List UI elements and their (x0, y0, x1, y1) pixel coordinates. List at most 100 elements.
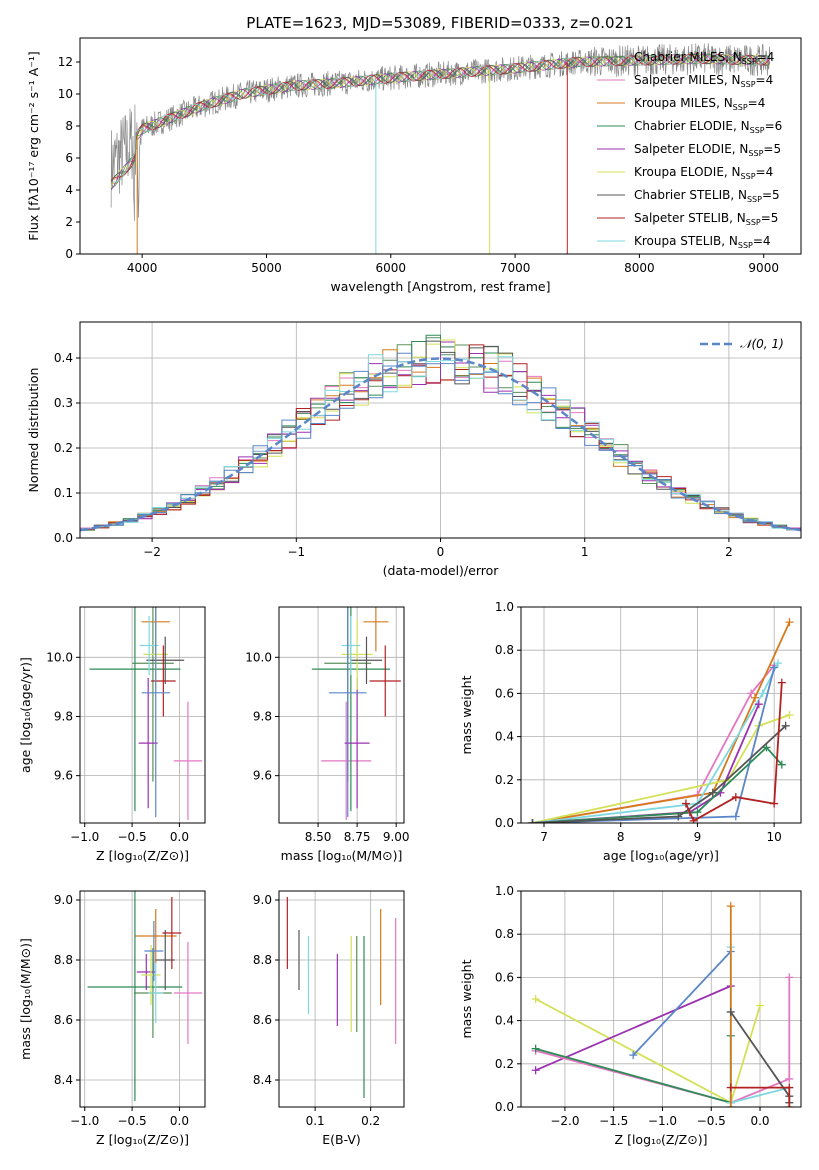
histogram-step (80, 354, 801, 531)
x-tick-label: −1.0 (648, 1114, 677, 1128)
legend-entry-name: Chabrier ELODIE (634, 119, 733, 133)
x-tick-label: 10 (767, 830, 782, 844)
weight-line (532, 664, 775, 823)
normal-curve (80, 357, 801, 532)
x-tick-label: 9000 (748, 261, 779, 275)
weight-marker (785, 1074, 794, 1083)
weight-marker (531, 995, 540, 1003)
legend-entry: Salpeter ELODIE, NSSP=5 (634, 142, 781, 158)
legend-entry-name: Chabrier STELIB (634, 188, 730, 202)
weight-marker (531, 1044, 540, 1053)
axes-age-weight: 7 8 9 10 0.0 0.2 0.4 0.6 0.8 1.0 age [log₁₀(age/yr… (459, 600, 802, 863)
x-axis-label: Z [log₁₀(Z/Z⊙)] (615, 1132, 708, 1147)
x-tick-label: 6000 (376, 261, 407, 275)
legend-entry-nssp: 4 (758, 96, 766, 110)
y-tick-label: 9.8 (54, 709, 73, 723)
y-tick-label: 0.0 (495, 1100, 514, 1114)
weight-line (632, 950, 732, 1056)
weight-line (532, 662, 779, 823)
y-tick-label: 8 (65, 119, 73, 133)
x-tick-label: 8000 (624, 261, 655, 275)
y-tick-label: 8.4 (54, 1073, 73, 1087)
weight-marker (758, 689, 767, 698)
weight-marker (693, 808, 702, 817)
x-tick-label: −1.0 (70, 1114, 99, 1128)
x-tick-label: −1.0 (70, 830, 99, 844)
axes-frame (278, 890, 405, 1108)
plot-layer: 4000 5000 6000 7000 8000 9000024681012wavelen… (18, 37, 802, 1147)
x-tick-label: 9.00 (383, 830, 410, 844)
legend-entry-name: Salpeter MILES (634, 73, 724, 87)
axes-z-age: −1.0 −0.5 0.0 9.6 9.8 10.0 Z [log₁₀(Z/Z⊙)] age … (18, 606, 206, 863)
y-tick-label: 0 (65, 247, 73, 261)
y-tick-label: 0.1 (54, 486, 73, 500)
axes-residuals: −2 −1 0 1 2 0.0 0.1 0.2 0.3 0.4 (data-model)/error… (26, 321, 802, 578)
y-tick-label: 8.6 (54, 1013, 73, 1027)
weight-marker (777, 760, 786, 769)
axes-frame (79, 37, 802, 255)
legend-entry-name: Kroupa MILES (634, 96, 716, 110)
y-axis-label: mass weight (459, 675, 474, 754)
x-tick-label: 7000 (500, 261, 531, 275)
y-tick-label: 9.0 (253, 893, 272, 907)
axes-frame (79, 890, 206, 1108)
plot-area (87, 891, 203, 1101)
weight-line (535, 985, 732, 1072)
y-axis-label: Normed distribution (26, 368, 41, 493)
weight-marker (785, 618, 794, 627)
legend-entry-nssp: 5 (772, 188, 780, 202)
plot-area (311, 607, 401, 821)
legend-entry: Chabrier ELODIE, NSSP=6 (634, 119, 782, 135)
weight-marker (531, 1066, 540, 1075)
weight-marker (726, 1007, 735, 1016)
legend-entry-name: Salpeter ELODIE (634, 142, 732, 156)
weight-marker (770, 663, 779, 672)
y-tick-label: 0.8 (495, 643, 514, 657)
figure-title: PLATE=1623, MJD=53089, FIBERID=0333, z=0… (246, 14, 633, 32)
histogram-step (80, 339, 801, 531)
weight-line (532, 746, 783, 823)
y-tick-label: 2 (65, 215, 73, 229)
x-tick-label: −2.0 (550, 1114, 579, 1128)
weight-marker (689, 816, 698, 823)
axes-frame (79, 606, 206, 824)
histogram-step (80, 344, 801, 530)
y-tick-label: 8.6 (253, 1013, 272, 1027)
y-tick-label: 10 (58, 87, 73, 101)
x-tick-label: 2 (725, 545, 733, 559)
x-axis-label: mass [log₁₀(M/M⊙)] (281, 848, 403, 863)
weight-marker (528, 819, 537, 823)
spectrum-model-line (111, 53, 771, 183)
axes-frame (520, 890, 802, 1108)
weight-marker (785, 1103, 794, 1107)
x-tick-label: 8.75 (344, 830, 371, 844)
axes-frame (520, 606, 802, 824)
x-tick-label: 0.1 (306, 1114, 325, 1128)
spectrum-model-line (110, 53, 770, 188)
weight-line (535, 977, 791, 1104)
y-tick-label: 0.2 (54, 441, 73, 455)
legend-entry: Salpeter MILES, NSSP=4 (634, 73, 773, 89)
x-tick-label: −1.5 (599, 1114, 628, 1128)
plot-area (89, 607, 203, 821)
y-axis-label: mass [log₁₀(M/M⊙)] (18, 938, 33, 1060)
y-tick-label: 6 (65, 151, 73, 165)
spectrum-legend: Chabrier MILES, NSSP=4 Salpeter MILES, NS… (597, 50, 782, 250)
x-tick-label: 1 (581, 545, 589, 559)
y-tick-label: 9.6 (54, 769, 73, 783)
x-tick-label: −0.5 (118, 830, 147, 844)
y-tick-label: 0.2 (495, 773, 514, 787)
axes-spectrum: 4000 5000 6000 7000 8000 9000024681012wavelen… (26, 37, 802, 294)
legend-entry-nssp: 4 (767, 50, 775, 64)
weight-marker (708, 788, 717, 797)
y-tick-label: 0.8 (495, 927, 514, 941)
weight-marker (681, 799, 690, 808)
x-tick-label: 9 (694, 830, 702, 844)
weight-marker (747, 689, 756, 698)
x-tick-label: −1 (287, 545, 305, 559)
legend-entry-name: Salpeter STELIB (634, 211, 729, 225)
x-tick-label: 0 (437, 545, 445, 559)
legend-entry-nssp: 5 (771, 211, 779, 225)
weight-marker (750, 693, 759, 702)
